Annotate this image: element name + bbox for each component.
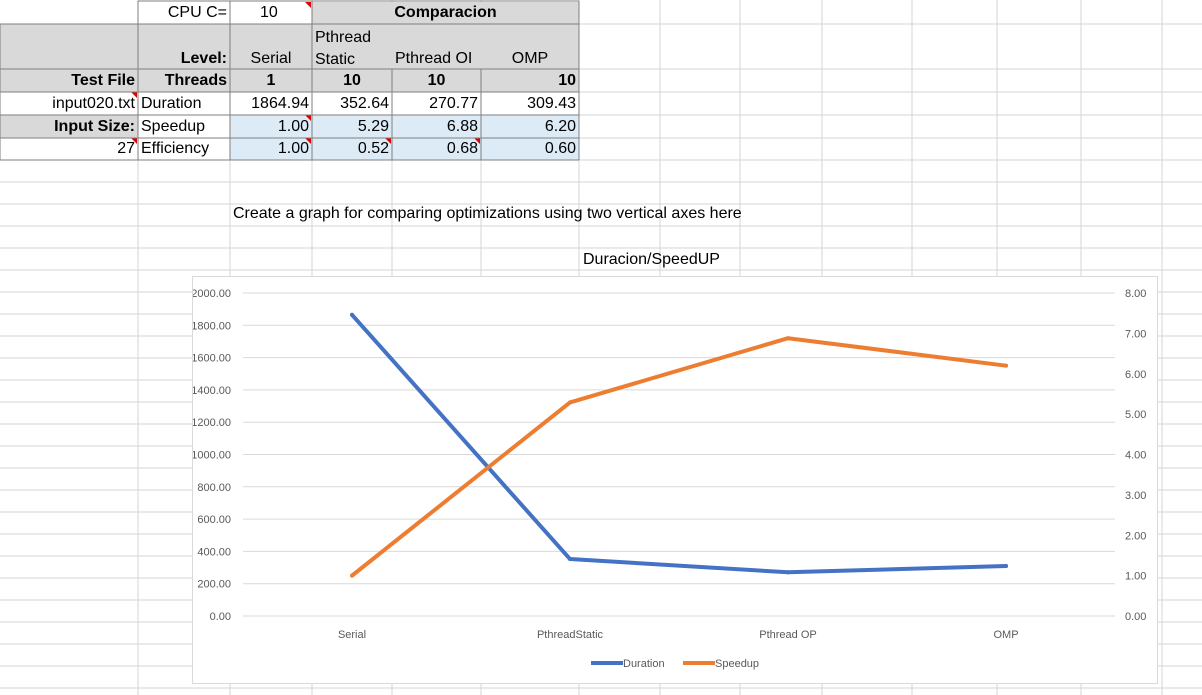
speedup-pthread-static[interactable]: 5.29 <box>312 115 392 138</box>
threads-pthread-static: 10 <box>312 69 392 92</box>
y-left-tick-label: 600.00 <box>197 514 231 526</box>
input-size-value[interactable]: 27 <box>117 140 135 157</box>
comment-indicator <box>305 115 311 121</box>
y-right-tick-label: 1.00 <box>1125 571 1146 583</box>
threads-serial: 1 <box>230 69 312 92</box>
y-left-tick-label: 800.00 <box>197 482 231 494</box>
speedup-label: Speedup <box>141 117 206 135</box>
level-pthread-oi: Pthread OI <box>392 24 481 69</box>
comment-indicator <box>305 2 311 8</box>
y-right-tick-label: 5.00 <box>1125 409 1146 421</box>
comment-indicator <box>305 138 311 144</box>
chart-area[interactable]: 0.00 200.00 400.00 600.00 800.00 1000.00 1200.… <box>192 276 1158 684</box>
y-right-tick-label: 2.00 <box>1125 530 1146 542</box>
x-tick-label: PthreadStatic <box>537 629 604 641</box>
duration-pthread-static[interactable]: 352.64 <box>340 94 389 112</box>
data-point-speedup <box>786 336 790 341</box>
y-left-tick-label: 2000.00 <box>193 288 231 300</box>
level-pthread-static: Pthread Static <box>312 24 392 69</box>
data-point-speedup <box>568 400 572 405</box>
efficiency-pthread-oi[interactable]: 0.68 <box>392 138 481 160</box>
input-size-label: Input Size: <box>0 115 138 138</box>
y-left-tick-label: 0.00 <box>210 611 231 623</box>
y-right-tick-label: 8.00 <box>1125 288 1146 300</box>
series-line-speedup[interactable] <box>350 336 1008 578</box>
data-point-duration <box>1004 564 1008 569</box>
y-left-tick-label: 1600.00 <box>193 353 231 365</box>
data-point-speedup <box>350 573 354 578</box>
level-serial: Serial <box>230 24 312 69</box>
y-left-tick-label: 400.00 <box>197 546 231 558</box>
data-point-duration <box>786 570 790 575</box>
efficiency-serial[interactable]: 1.00 <box>230 138 312 160</box>
y-right-tick-label: 3.00 <box>1125 490 1146 502</box>
duration-pthread-oi[interactable]: 270.77 <box>429 94 478 112</box>
speedup-serial[interactable]: 1.00 <box>230 115 312 138</box>
level-label: Level: <box>138 24 230 69</box>
threads-omp: 10 <box>481 69 579 92</box>
y-right-tick-label: 7.00 <box>1125 328 1146 340</box>
threads-pthread-oi: 10 <box>392 69 481 92</box>
blank-header-cell <box>0 24 138 69</box>
comment-indicator <box>474 138 480 144</box>
comparacion-header: Comparacion <box>312 2 579 24</box>
line-chart: 0.00 200.00 400.00 600.00 800.00 1000.00 1200.… <box>193 288 1146 670</box>
speedup-pthread-oi[interactable]: 6.88 <box>392 115 481 138</box>
speedup-omp[interactable]: 6.20 <box>481 115 579 138</box>
duration-label: Duration <box>141 94 202 112</box>
level-omp: OMP <box>481 24 579 69</box>
y-right-tick-label: 0.00 <box>1125 611 1146 623</box>
data-point-speedup <box>1004 363 1008 368</box>
chart-title: Duracion/SpeedUP <box>583 251 720 268</box>
y-left-tick-label: 1000.00 <box>193 450 231 462</box>
efficiency-omp[interactable]: 0.60 <box>481 138 579 160</box>
cpu-label: CPU C= <box>138 2 230 24</box>
data-point-duration <box>568 557 572 562</box>
comment-indicator <box>131 92 137 98</box>
data-point-duration <box>350 312 354 317</box>
y-right-tick-label: 6.00 <box>1125 369 1146 381</box>
series-line-duration[interactable] <box>350 312 1008 575</box>
test-file-label: Test File <box>0 69 138 92</box>
y-left-tick-label: 200.00 <box>197 579 231 591</box>
test-file-name[interactable]: input020.txt <box>52 94 135 112</box>
legend-label-duration: Duration <box>623 658 665 670</box>
duration-serial[interactable]: 1864.94 <box>251 94 309 112</box>
y-right-tick-label: 4.00 <box>1125 450 1146 462</box>
legend-label-speedup: Speedup <box>715 658 759 670</box>
x-tick-label: Serial <box>338 629 366 641</box>
duration-omp[interactable]: 309.43 <box>527 94 576 112</box>
efficiency-label: Efficiency <box>141 140 210 157</box>
threads-label: Threads <box>138 69 230 92</box>
x-tick-label: OMP <box>993 629 1018 641</box>
cpu-value-cell[interactable]: 10 <box>230 2 312 24</box>
x-tick-label: Pthread OP <box>759 629 816 641</box>
y-left-tick-label: 1400.00 <box>193 385 231 397</box>
y-left-tick-label: 1200.00 <box>193 417 231 429</box>
comment-indicator <box>131 138 137 144</box>
y-left-tick-label: 1800.00 <box>193 320 231 332</box>
instruction-text: Create a graph for comparing optimizatio… <box>233 205 742 222</box>
efficiency-pthread-static[interactable]: 0.52 <box>312 138 392 160</box>
comment-indicator <box>385 138 391 144</box>
